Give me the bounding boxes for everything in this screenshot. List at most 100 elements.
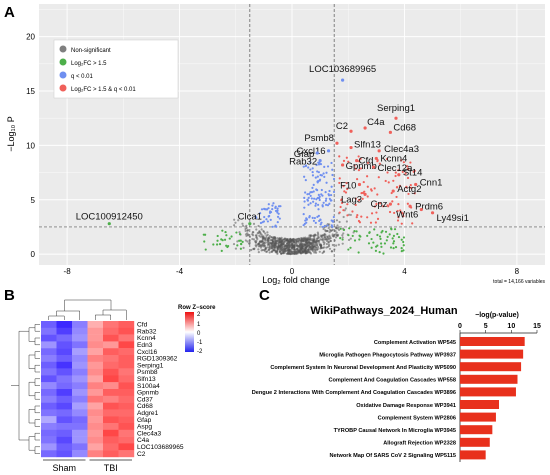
- cloud-point: [316, 231, 319, 234]
- y-tick-label: 20: [26, 33, 35, 42]
- heatmap-cell: [72, 443, 88, 451]
- cloud-point: [378, 202, 382, 205]
- cloud-point: [346, 187, 349, 191]
- cloud-point: [365, 175, 369, 178]
- cloud-point: [338, 220, 341, 224]
- cloud-point: [336, 234, 339, 237]
- cloud-point: [396, 232, 399, 236]
- point-label: Gfap: [294, 149, 315, 160]
- heatmap-cell: [56, 368, 73, 376]
- cloud-point: [344, 191, 348, 194]
- cloud-point: [349, 213, 352, 217]
- cloud-point: [233, 218, 236, 221]
- cloud-point: [274, 236, 277, 240]
- heatmap-cell: [103, 341, 119, 349]
- labeled-point: [363, 192, 367, 196]
- cloud-point: [304, 179, 307, 182]
- cloud-point: [397, 169, 400, 172]
- cloud-point: [338, 177, 341, 180]
- heatmap-cell: [87, 416, 104, 424]
- cloud-point: [320, 174, 324, 177]
- cloud-point: [338, 211, 341, 214]
- cloud-point: [355, 216, 358, 219]
- cloud-point: [321, 194, 324, 197]
- heatmap-cell: [72, 348, 88, 356]
- cloud-point: [321, 246, 325, 250]
- point-cloud: [202, 155, 416, 256]
- heatmap-cell: [56, 375, 73, 383]
- cloud-point: [232, 242, 236, 246]
- cloud-point: [300, 239, 303, 242]
- cloud-point: [259, 212, 262, 215]
- heatmap-cell: [41, 450, 57, 458]
- cloud-point: [351, 234, 354, 238]
- cloud-point: [238, 232, 242, 236]
- cloud-point: [312, 247, 315, 250]
- cloud-point: [267, 203, 270, 206]
- heatmap-cell: [56, 395, 73, 403]
- cloud-point: [331, 168, 334, 171]
- pathway-label: Complement And Coagulation Cascades WP55…: [328, 378, 456, 384]
- heatmap-cell: [72, 321, 88, 328]
- pathway-bar-chart: WikiPathways_2024_Human −log(p-value) 0 5…: [252, 305, 541, 462]
- pathway-bar: [460, 349, 524, 359]
- heatmap-row-label: RGD1309362: [137, 356, 178, 363]
- point-label: Kcnn4: [380, 153, 407, 164]
- cloud-point: [225, 234, 228, 237]
- cloud-point: [274, 205, 277, 208]
- cloud-point: [321, 237, 324, 240]
- cloud-point: [330, 161, 333, 165]
- cloud-point: [362, 180, 365, 184]
- cloud-point: [391, 237, 394, 240]
- heatmap-row-label: C4a: [137, 437, 149, 444]
- heatmap-cell: [103, 389, 119, 396]
- cloud-point: [392, 240, 396, 243]
- cloud-point: [307, 248, 310, 251]
- cloud-point: [290, 251, 294, 255]
- cloud-point: [328, 247, 332, 250]
- cloud-point: [239, 247, 243, 250]
- cloud-point: [400, 238, 403, 241]
- cloud-point: [316, 175, 319, 178]
- cloud-point: [291, 248, 295, 251]
- cloud-point: [345, 220, 348, 223]
- heatmap-cell: [118, 436, 135, 444]
- heatmap-cell: [118, 423, 135, 430]
- cloud-point: [388, 233, 391, 236]
- column-dendrogram-branch: [64, 299, 112, 311]
- cloud-point: [255, 228, 258, 231]
- color-legend-tick: -2: [197, 349, 203, 355]
- heatmap-cell: [103, 321, 119, 328]
- cloud-point: [332, 190, 336, 194]
- cloud-point: [322, 250, 326, 253]
- cloud-point: [309, 202, 312, 205]
- cloud-point: [342, 159, 346, 162]
- heatmap-cell: [56, 355, 73, 362]
- cloud-point: [340, 198, 343, 201]
- heatmap-cell: [103, 429, 119, 437]
- cloud-point: [366, 195, 369, 198]
- cloud-point: [293, 248, 296, 251]
- cloud-point: [402, 161, 406, 164]
- cloud-point: [304, 164, 308, 167]
- color-legend-tick: 2: [197, 312, 201, 318]
- cloud-point: [358, 221, 362, 224]
- labeled-point: [248, 222, 252, 226]
- pathway-label: Dengue 2 Interactions With Complement An…: [252, 390, 456, 396]
- cloud-point: [260, 228, 263, 231]
- cloud-point: [327, 194, 331, 197]
- labeled-point: [357, 182, 362, 187]
- panel-label-c: C: [259, 287, 270, 304]
- heatmap-cell: [72, 409, 88, 417]
- cloud-point: [341, 234, 344, 237]
- cloud-point: [407, 192, 410, 196]
- cloud-point: [276, 215, 280, 218]
- cloud-point: [270, 242, 273, 245]
- cloud-point: [401, 170, 404, 174]
- cloud-point: [368, 231, 371, 234]
- heatmap-cell: [87, 355, 104, 362]
- cloud-point: [301, 245, 304, 248]
- dendrogram-branch: [34, 364, 40, 373]
- cloud-point: [394, 246, 398, 249]
- heatmap-cell: [118, 443, 135, 451]
